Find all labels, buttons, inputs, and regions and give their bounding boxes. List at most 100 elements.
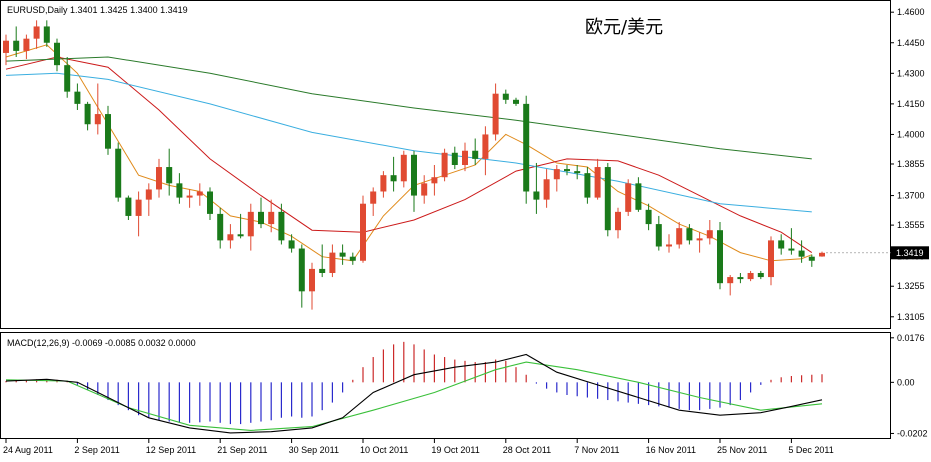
candle <box>64 57 71 98</box>
time-tick-label: 12 Sep 2011 <box>146 445 196 455</box>
candle-body <box>84 103 91 125</box>
candle <box>156 158 162 198</box>
candle <box>309 262 315 310</box>
candle <box>380 171 387 198</box>
candle-body <box>237 234 244 237</box>
price-tick-label: 1.3855 <box>897 159 925 169</box>
candle-body <box>584 173 591 198</box>
macd-histogram <box>5 341 823 425</box>
candle-body <box>145 189 152 200</box>
candle-body <box>574 171 581 174</box>
candle <box>329 244 336 278</box>
current-price-label: 1.3419 <box>896 248 924 258</box>
candle-body <box>421 183 428 196</box>
candle <box>502 89 509 104</box>
price-tick-label: 1.4000 <box>897 129 925 139</box>
macd-tick-label: 0.0176 <box>897 333 925 343</box>
candle <box>237 213 244 239</box>
candle-body <box>207 191 213 214</box>
candle-body <box>553 169 560 180</box>
time-tick-label: 25 Nov 2011 <box>717 445 767 455</box>
candle-body <box>227 234 234 241</box>
candle <box>686 224 693 245</box>
candle-body <box>757 272 764 278</box>
candle <box>757 270 764 280</box>
time-tick-label: 28 Oct 2011 <box>503 445 551 455</box>
current-price-box: 1.3419 <box>826 246 929 260</box>
candle-body <box>798 250 805 257</box>
candle <box>431 165 438 196</box>
candle <box>482 126 489 176</box>
moving-average-line-2 <box>5 56 813 254</box>
candle <box>33 20 40 49</box>
time-tick-label: 19 Oct 2011 <box>431 445 479 455</box>
candle-body <box>523 103 530 192</box>
candle-body <box>64 65 71 92</box>
candle-body <box>727 277 734 284</box>
candle-body <box>645 209 652 225</box>
macd-lines <box>5 353 823 434</box>
candle <box>84 101 91 131</box>
candle-body <box>543 179 550 200</box>
candle <box>176 173 183 204</box>
time-tick-label: 24 Aug 2011 <box>3 445 53 455</box>
candle <box>227 224 234 249</box>
candle-body <box>309 268 315 292</box>
candle-body <box>513 99 519 104</box>
price-tick-label: 1.4300 <box>897 68 925 78</box>
candle <box>54 38 60 72</box>
candle <box>604 162 611 237</box>
candle-body <box>33 26 40 39</box>
time-tick-label: 2 Sep 2011 <box>74 445 119 455</box>
candle-body <box>462 150 468 165</box>
candle-body <box>380 175 387 192</box>
candle <box>788 228 795 255</box>
candle-body <box>604 167 611 231</box>
candle-body <box>492 93 499 135</box>
candle <box>74 83 81 110</box>
candle <box>513 97 519 106</box>
macd-axis: 0.0176 0.00 -0.0202 <box>891 333 928 438</box>
moving-average-line-4 <box>5 56 812 160</box>
candle <box>655 215 662 251</box>
candle-body <box>533 191 540 200</box>
candle-body <box>788 248 795 251</box>
candle-body <box>360 203 366 261</box>
candle <box>125 195 132 221</box>
price-tick-label: 1.3105 <box>897 312 925 322</box>
candle <box>747 270 754 282</box>
candle-body <box>3 40 9 53</box>
macd-signal-line <box>5 361 823 431</box>
candle-body <box>94 114 101 125</box>
candle <box>258 197 264 229</box>
moving-average-line-1 <box>5 44 812 262</box>
candle <box>145 183 152 216</box>
candle <box>819 251 825 257</box>
candle <box>451 146 458 170</box>
candle <box>594 158 601 200</box>
candle-body <box>125 197 132 216</box>
candle <box>615 207 621 239</box>
candle <box>186 189 193 208</box>
candle-body <box>451 152 458 165</box>
candle <box>319 244 326 278</box>
time-tick-label: 7 Nov 2011 <box>574 445 619 455</box>
macd-info: MACD(12,26,9) -0.0069 -0.0085 0.0032 0.0… <box>7 338 196 348</box>
time-tick-label: 21 Sep 2011 <box>217 445 267 455</box>
chart-title: 欧元/美元 <box>585 17 663 38</box>
candle-body <box>808 256 815 261</box>
price-tick-label: 1.3255 <box>897 281 925 291</box>
candle <box>115 142 122 202</box>
candlesticks <box>3 20 825 310</box>
candle <box>268 199 275 233</box>
candle-body <box>666 244 672 247</box>
candle <box>462 142 468 172</box>
candle-body <box>411 154 417 196</box>
candle <box>3 34 9 66</box>
price-tick-label: 1.3700 <box>897 191 925 201</box>
candle <box>543 169 550 208</box>
candle-body <box>564 169 570 172</box>
candle-body <box>258 211 264 225</box>
candle-body <box>737 277 744 280</box>
